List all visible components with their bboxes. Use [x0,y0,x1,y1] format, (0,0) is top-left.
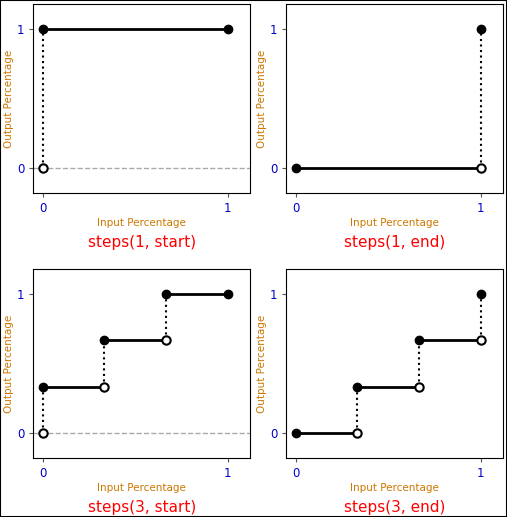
Y-axis label: Output Percentage: Output Percentage [4,314,14,413]
X-axis label: Input Percentage: Input Percentage [97,483,186,493]
Text: steps(3, start): steps(3, start) [88,499,196,514]
X-axis label: Input Percentage: Input Percentage [350,483,439,493]
Text: steps(1, end): steps(1, end) [344,235,445,250]
Text: steps(3, end): steps(3, end) [344,499,445,514]
Text: steps(1, start): steps(1, start) [88,235,196,250]
X-axis label: Input Percentage: Input Percentage [350,218,439,228]
Y-axis label: Output Percentage: Output Percentage [4,50,14,148]
Y-axis label: Output Percentage: Output Percentage [257,50,267,148]
Y-axis label: Output Percentage: Output Percentage [257,314,267,413]
X-axis label: Input Percentage: Input Percentage [97,218,186,228]
